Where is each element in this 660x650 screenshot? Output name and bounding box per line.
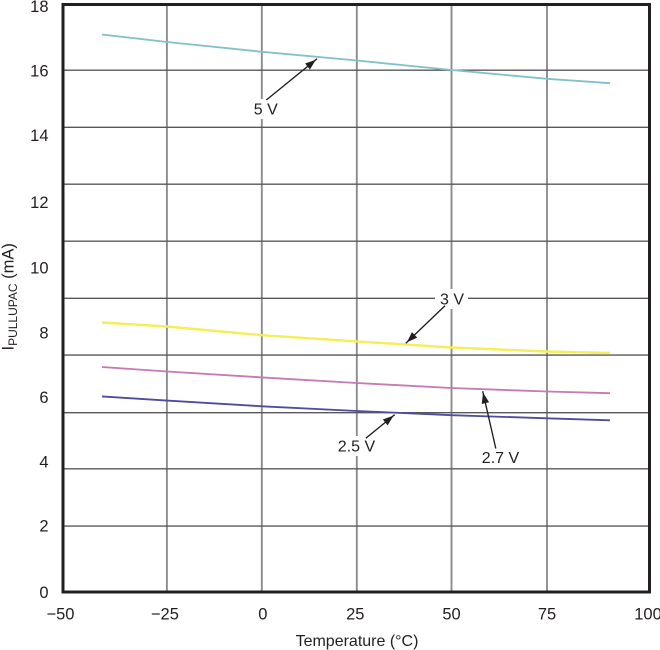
svg-text:18: 18 bbox=[30, 0, 48, 16]
svg-text:5 V: 5 V bbox=[254, 102, 278, 119]
svg-text:−50: −50 bbox=[47, 606, 75, 624]
svg-text:16: 16 bbox=[30, 63, 48, 81]
svg-text:2: 2 bbox=[39, 518, 48, 536]
svg-text:14: 14 bbox=[30, 127, 48, 145]
svg-text:25: 25 bbox=[346, 606, 364, 624]
svg-text:100: 100 bbox=[634, 606, 660, 624]
svg-text:50: 50 bbox=[442, 606, 460, 624]
svg-text:12: 12 bbox=[30, 194, 48, 212]
svg-text:4: 4 bbox=[39, 454, 48, 472]
svg-text:0: 0 bbox=[258, 606, 267, 624]
svg-text:2.7 V: 2.7 V bbox=[482, 450, 520, 467]
svg-text:75: 75 bbox=[538, 606, 556, 624]
svg-text:8: 8 bbox=[39, 325, 48, 343]
svg-text:0: 0 bbox=[39, 584, 48, 602]
svg-text:Temperature (°C): Temperature (°C) bbox=[296, 633, 419, 650]
svg-text:3 V: 3 V bbox=[440, 291, 464, 308]
svg-text:2.5 V: 2.5 V bbox=[338, 439, 376, 456]
svg-text:10: 10 bbox=[30, 260, 48, 278]
svg-text:−25: −25 bbox=[151, 606, 179, 624]
svg-text:6: 6 bbox=[39, 389, 48, 407]
